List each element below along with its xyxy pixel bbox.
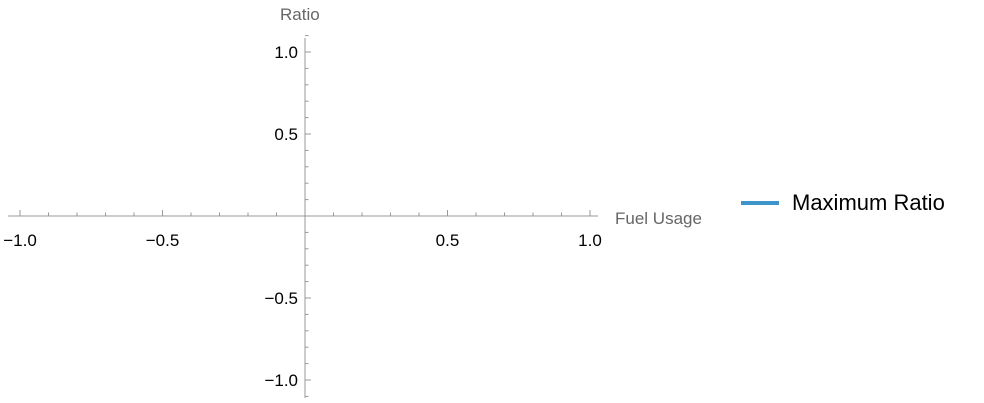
- y-axis-label: Ratio: [280, 5, 320, 24]
- axes: [8, 38, 598, 398]
- x-tick-label: 1.0: [578, 231, 602, 250]
- legend-label: Maximum Ratio: [792, 190, 945, 215]
- y-tick-label: 1.0: [274, 43, 298, 62]
- x-axis-label: Fuel Usage: [615, 209, 702, 228]
- legend: Maximum Ratio: [741, 190, 945, 215]
- y-tick-label: 0.5: [274, 125, 298, 144]
- ticks: [19, 35, 591, 397]
- y-tick-label: −0.5: [264, 289, 298, 308]
- x-tick-label: 0.5: [436, 231, 460, 250]
- y-tick-label: −1.0: [264, 371, 298, 390]
- x-tick-label: −1.0: [3, 231, 37, 250]
- x-tick-label: −0.5: [146, 231, 180, 250]
- tick-labels: −1.0 −0.5 0.5 1.0 1.0 0.5 −0.5 −1.0: [3, 43, 602, 390]
